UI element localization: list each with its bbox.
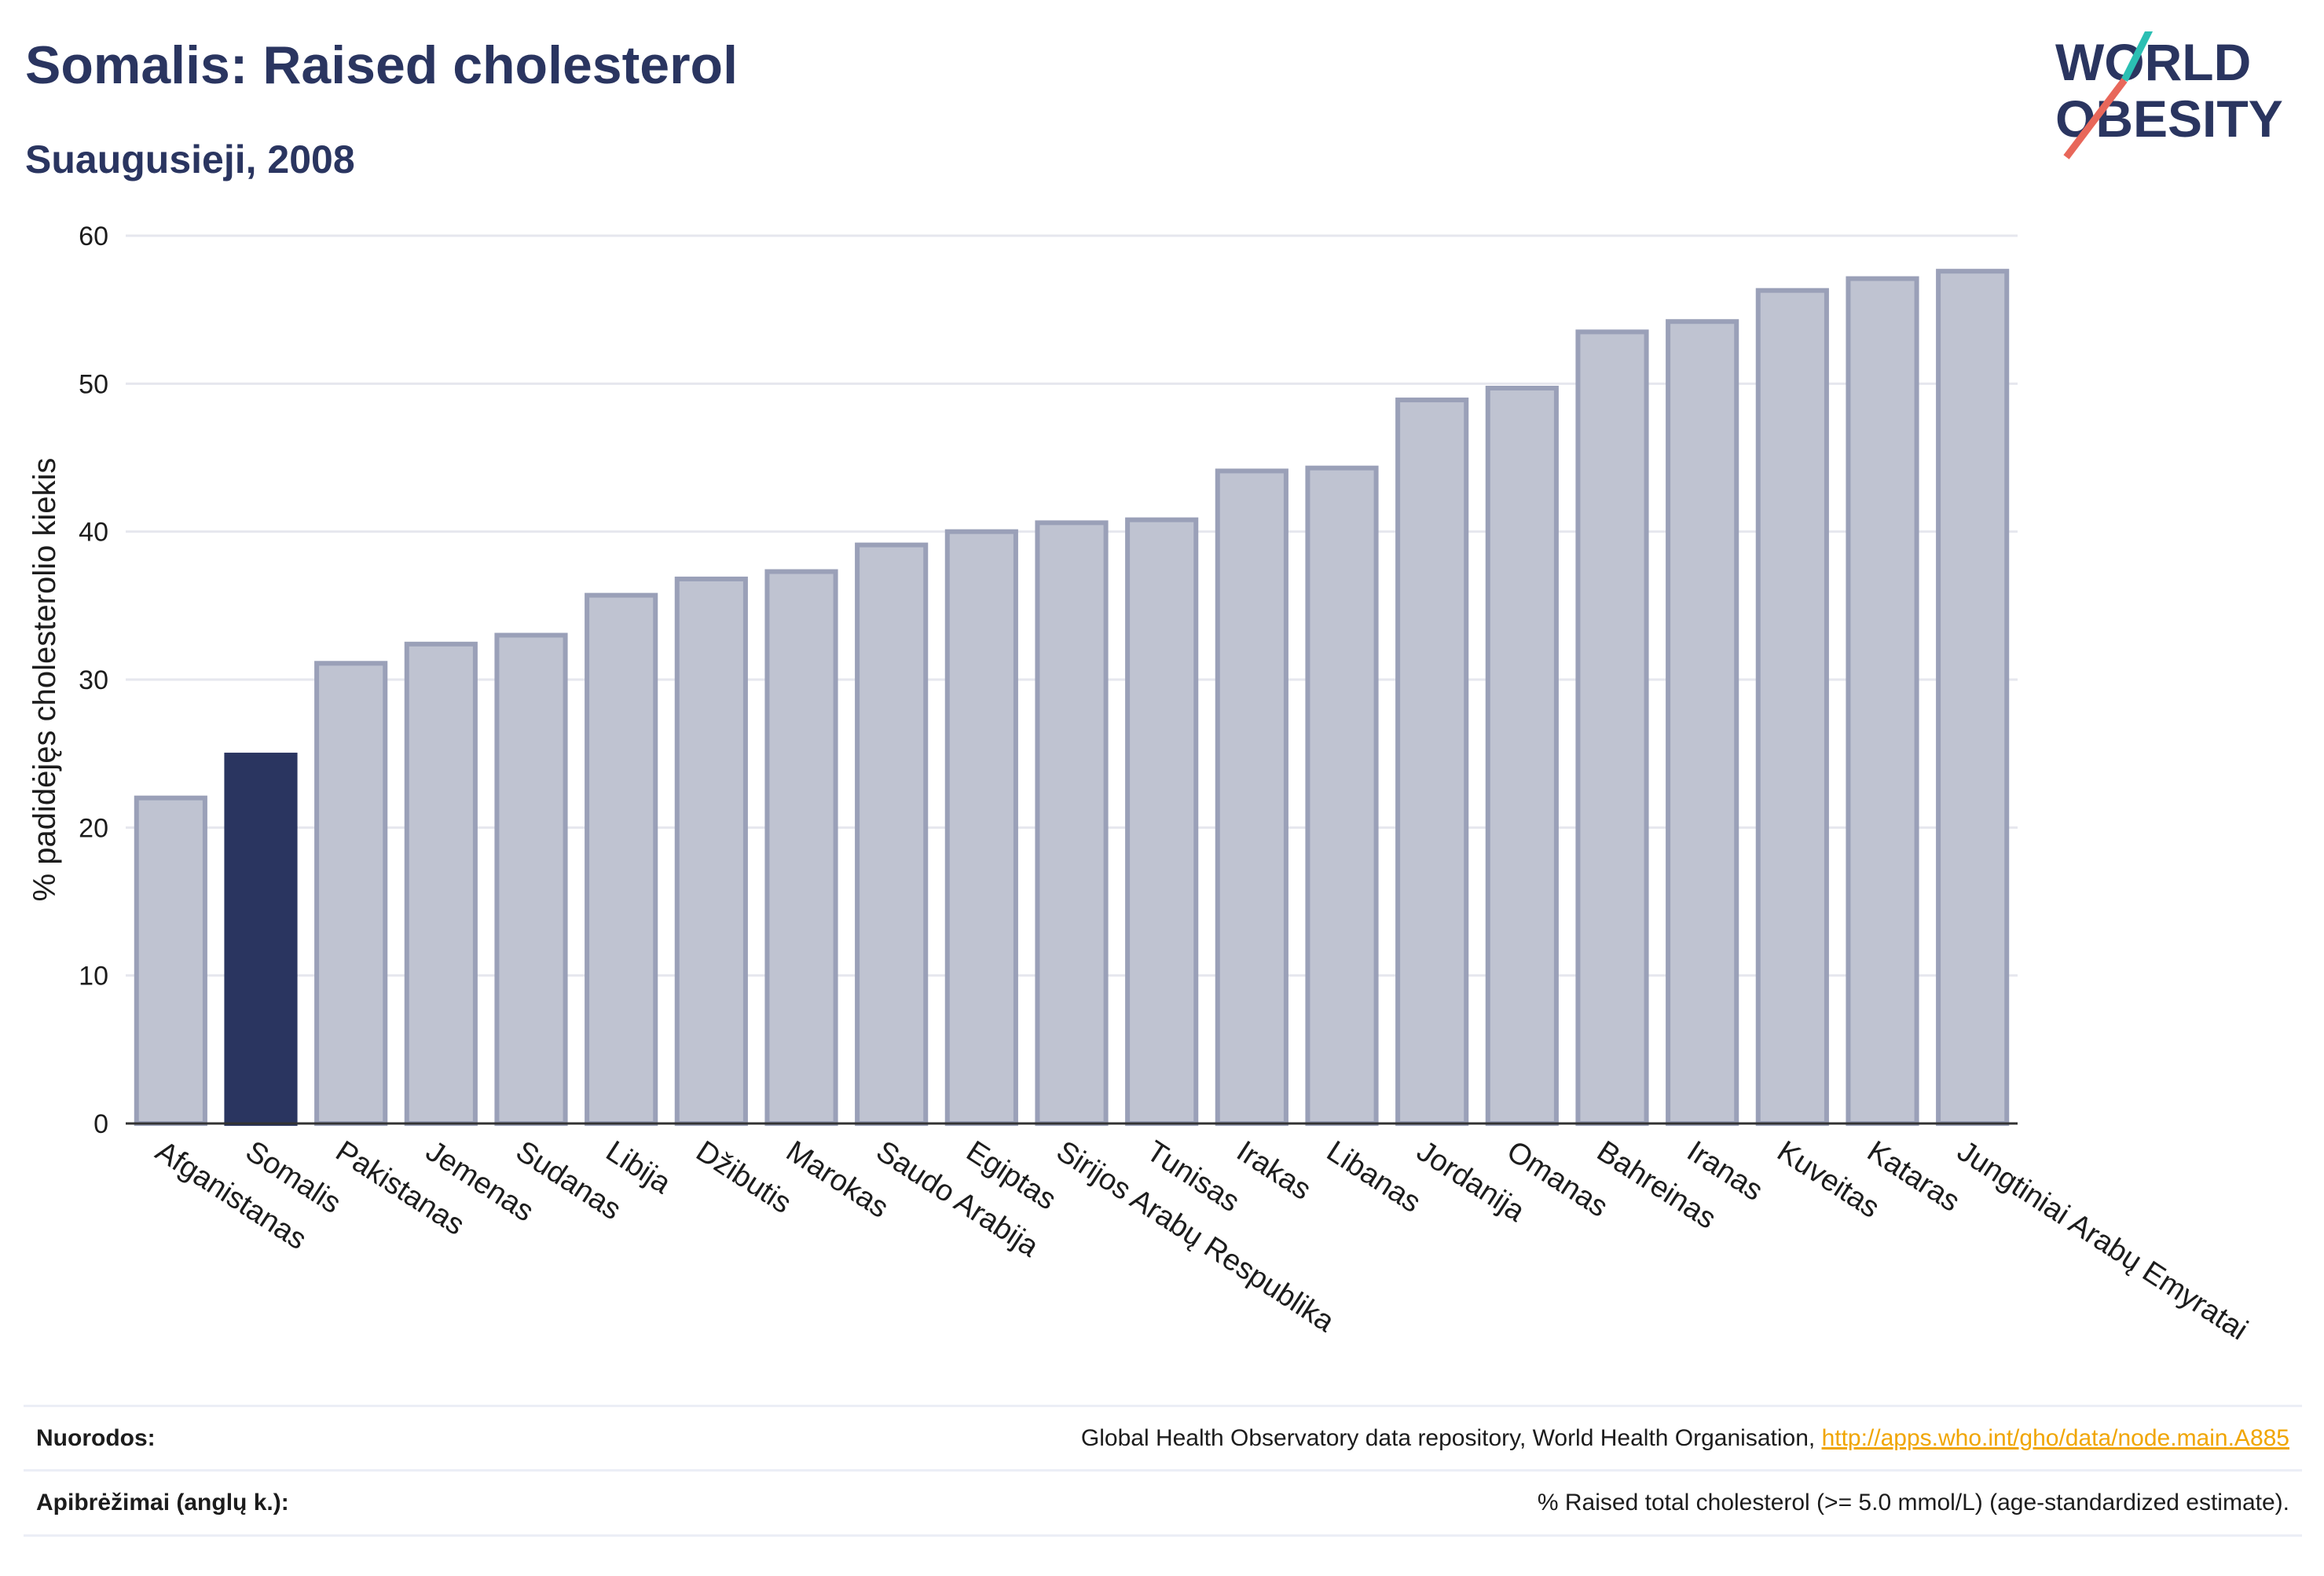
x-tick-label: Libanas bbox=[1321, 1134, 1427, 1219]
bar bbox=[1755, 288, 1829, 1126]
svg-text:WORLD: WORLD bbox=[2055, 33, 2251, 91]
x-tick-label: Marokas bbox=[780, 1134, 894, 1225]
y-tick-label: 0 bbox=[93, 1109, 108, 1139]
y-axis-label: % padidėjęs cholesterolio kiekis bbox=[27, 458, 62, 902]
bar bbox=[944, 529, 1018, 1126]
sources-text: Global Health Observatory data repositor… bbox=[1080, 1425, 1822, 1451]
bar bbox=[855, 542, 929, 1126]
y-tick-label: 50 bbox=[79, 369, 108, 399]
chart-subtitle: Suaugusieji, 2008 bbox=[25, 137, 355, 181]
bar bbox=[1215, 468, 1288, 1126]
bar bbox=[1125, 517, 1199, 1126]
y-tick-label: 60 bbox=[79, 222, 108, 251]
definitions-row: Apibrėžimai (anglų k.): % Raised total c… bbox=[24, 1469, 2302, 1537]
bar bbox=[1035, 520, 1109, 1126]
bar bbox=[1485, 385, 1559, 1126]
x-tick-label: Kuveitas bbox=[1771, 1134, 1885, 1225]
bar-chart: 0 10 20 30 40 50 60 % padidėjęs cholesterolio k… bbox=[27, 222, 2253, 1347]
y-tick-label: 30 bbox=[79, 665, 108, 695]
bar bbox=[1846, 276, 1919, 1126]
x-tick-label: Džibutis bbox=[690, 1134, 797, 1220]
bar bbox=[404, 641, 478, 1126]
y-tick-label: 40 bbox=[79, 518, 108, 548]
bar bbox=[764, 569, 838, 1126]
sources-link[interactable]: http://apps.who.int/gho/data/node.main.A… bbox=[1821, 1425, 2289, 1451]
bar bbox=[134, 795, 207, 1127]
bar bbox=[585, 592, 658, 1126]
chart-title: Somalis: Raised cholesterol bbox=[25, 35, 738, 95]
bar bbox=[674, 576, 748, 1126]
definitions-value: % Raised total cholesterol (>= 5.0 mmol/… bbox=[1537, 1490, 2289, 1516]
bar bbox=[1575, 329, 1649, 1126]
definitions-label: Apibrėžimai (anglų k.): bbox=[36, 1490, 289, 1516]
bar bbox=[314, 661, 388, 1126]
sources-row: Nuorodos: Global Health Observatory data… bbox=[24, 1405, 2302, 1470]
y-tick-label: 10 bbox=[79, 962, 108, 991]
world-obesity-logo: WORLD OBESITY bbox=[2055, 31, 2283, 159]
bar-highlight bbox=[224, 753, 298, 1126]
x-tick-label: Irakas bbox=[1230, 1134, 1317, 1207]
sources-value: Global Health Observatory data repositor… bbox=[1081, 1425, 2302, 1452]
y-tick-label: 20 bbox=[79, 813, 108, 843]
bar bbox=[1395, 398, 1469, 1126]
sources-label: Nuorodos: bbox=[36, 1425, 156, 1451]
x-tick-label: Jungtiniai Arabų Emyratai bbox=[1952, 1134, 2253, 1347]
bar bbox=[1666, 319, 1739, 1126]
x-tick-label: Afganistanas bbox=[149, 1134, 312, 1256]
bar bbox=[1305, 465, 1379, 1126]
bar bbox=[1936, 269, 2010, 1127]
bar bbox=[494, 632, 568, 1126]
